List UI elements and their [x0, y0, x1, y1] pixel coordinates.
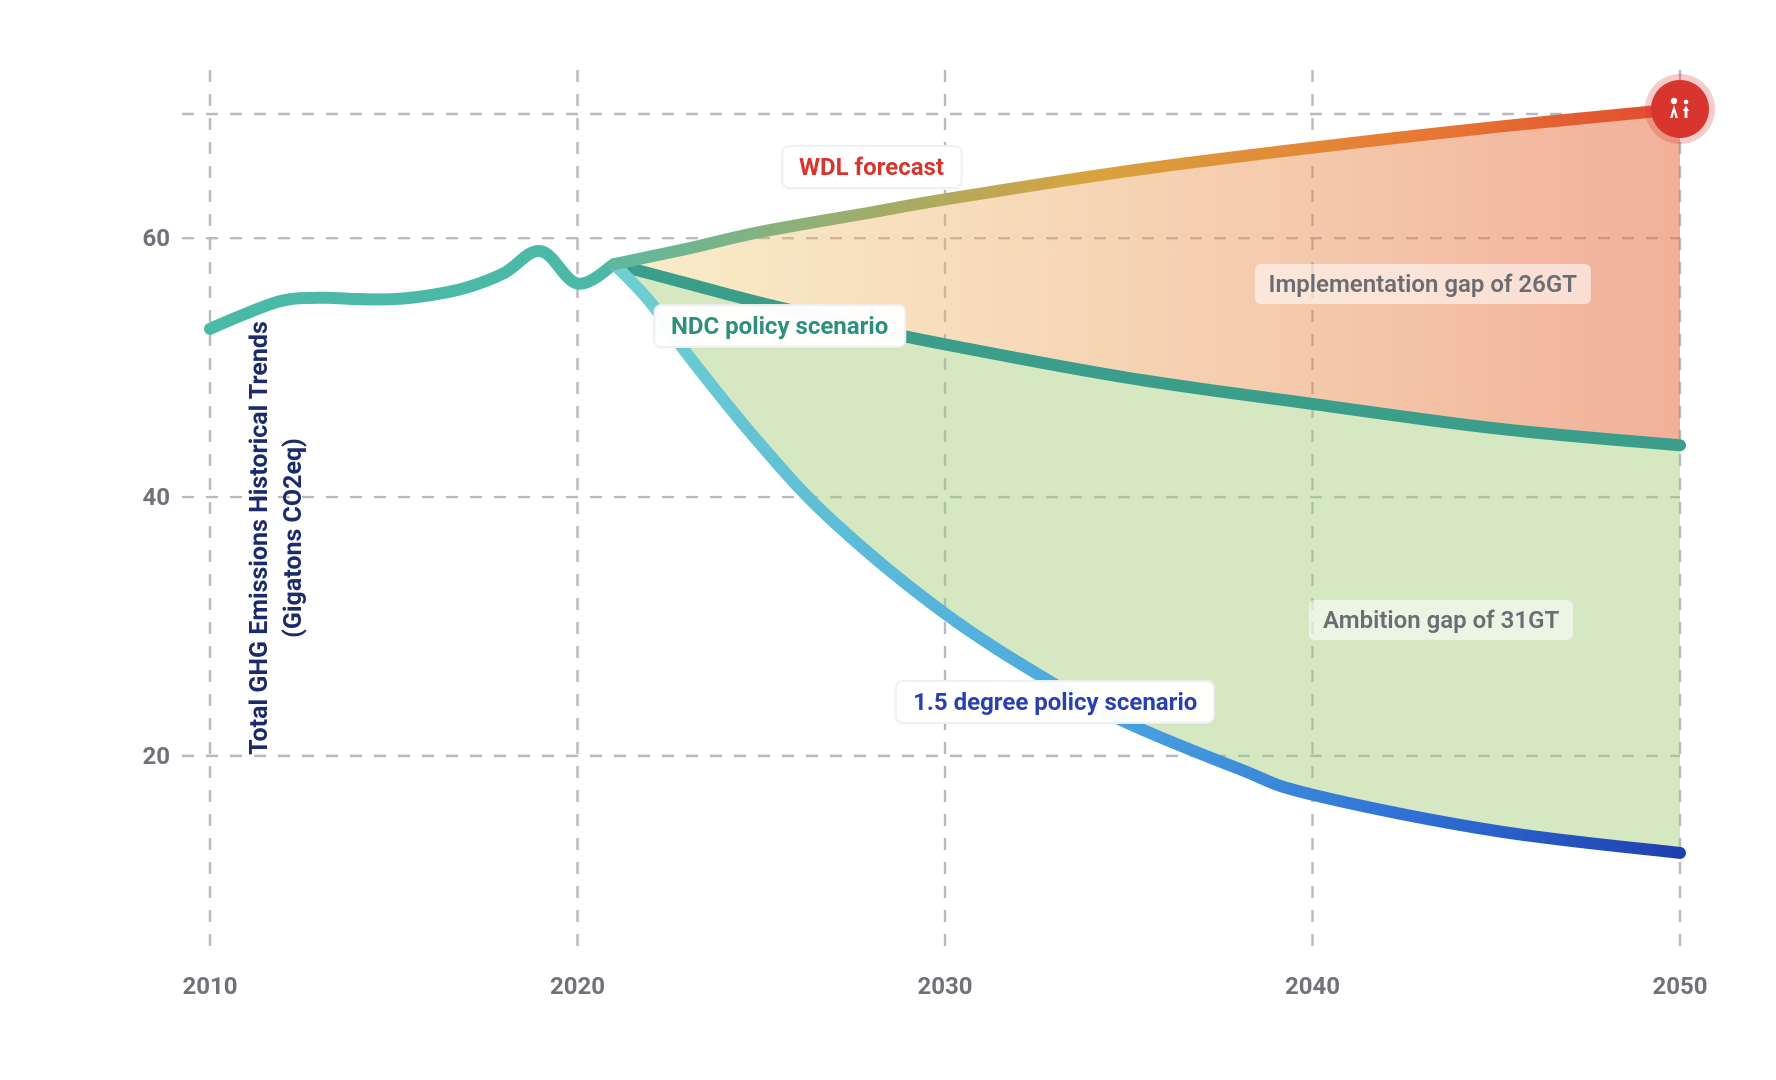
emissions-scenarios-chart: Total GHG Emissions Historical Trends (G…	[0, 0, 1776, 1076]
y-tick-label: 20	[142, 742, 170, 770]
y-axis-label-line1: Total GHG Emissions Historical Trends	[243, 321, 277, 755]
y-tick-label: 40	[142, 483, 170, 511]
wdl-end-badge	[1651, 80, 1709, 138]
label-ndc: NDC policy scenario	[653, 304, 906, 348]
x-tick-label: 2050	[1652, 972, 1707, 1000]
label-implementation-gap: Implementation gap of 26GT	[1255, 264, 1591, 304]
label-one-five: 1.5 degree policy scenario	[895, 680, 1215, 724]
people-icon	[1663, 92, 1697, 126]
x-tick-label: 2010	[182, 972, 237, 1000]
label-wdl-forecast: WDL forecast	[781, 145, 962, 189]
series-historical	[210, 251, 614, 329]
x-tick-label: 2030	[917, 972, 972, 1000]
x-tick-label: 2040	[1285, 972, 1340, 1000]
y-axis-label-line2: (Gigatons CO2eq)	[277, 321, 311, 755]
y-tick-label: 60	[142, 224, 170, 252]
label-ambition-gap: Ambition gap of 31GT	[1309, 600, 1573, 640]
y-axis-label: Total GHG Emissions Historical Trends (G…	[243, 321, 311, 755]
x-tick-label: 2020	[550, 972, 605, 1000]
